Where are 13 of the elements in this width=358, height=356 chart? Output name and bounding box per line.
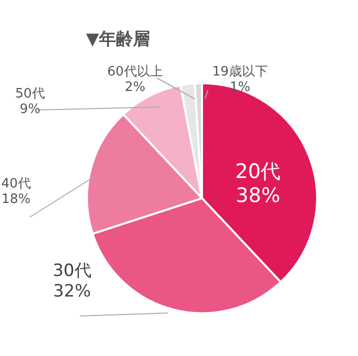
slice-label: 60代以上: [107, 64, 163, 80]
slice-label: 20代: [235, 159, 281, 184]
data-label: 38%: [236, 183, 280, 208]
data-label: 32%: [53, 282, 91, 302]
slice-label: 40代: [1, 176, 31, 192]
slice-label: 30代: [52, 261, 92, 282]
data-label: 18%: [2, 192, 30, 208]
data-label: 9%: [20, 102, 40, 118]
chart-title: ▼年齢層: [86, 30, 150, 50]
slice-label: 19歳以下: [212, 64, 268, 80]
slice-label: 50代: [15, 86, 45, 102]
data-label: 1%: [230, 80, 250, 96]
data-label: 2%: [124, 80, 146, 96]
